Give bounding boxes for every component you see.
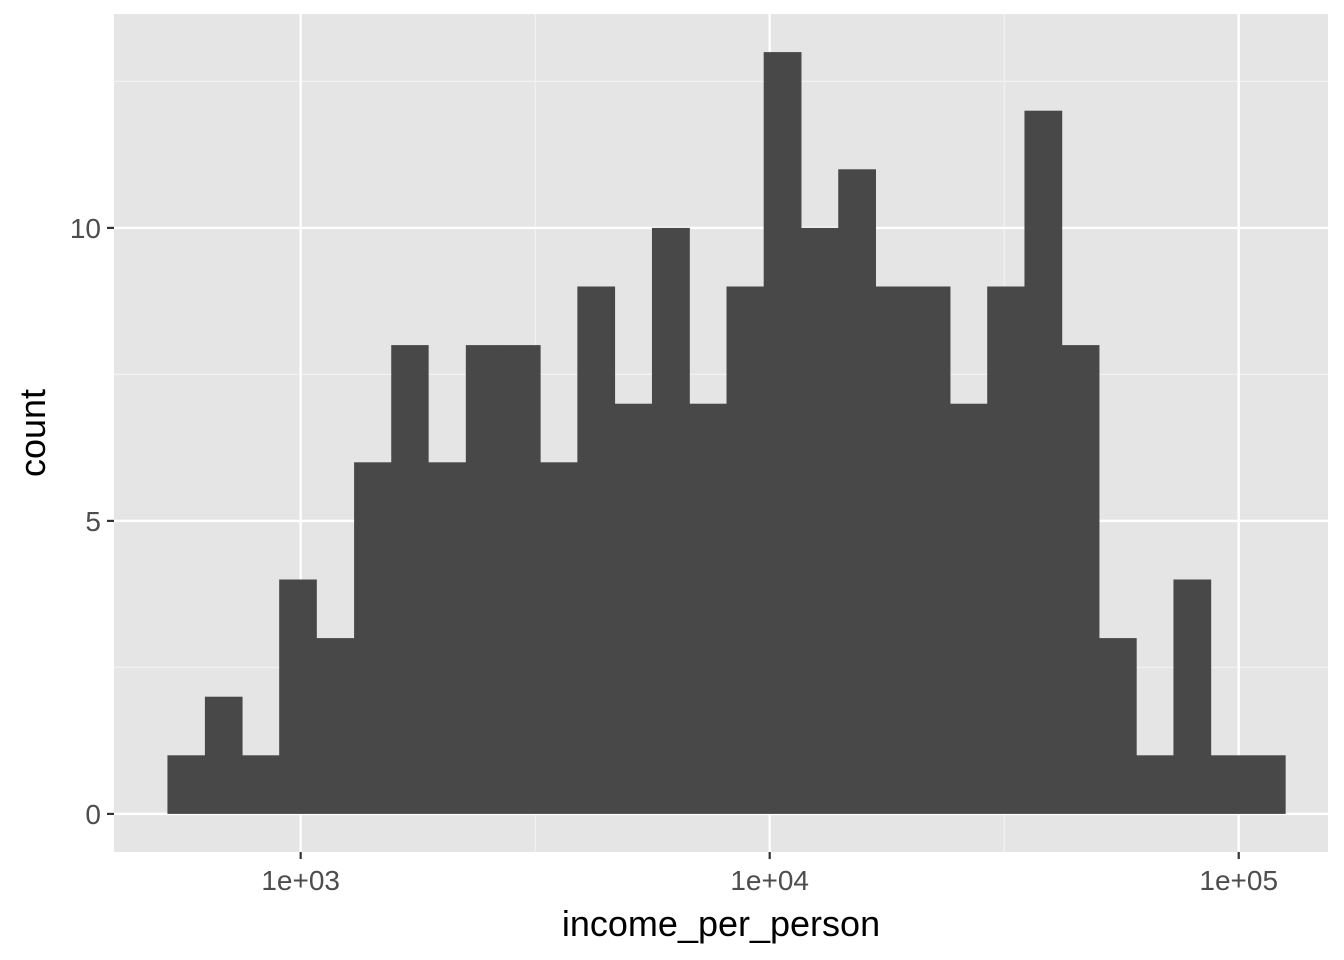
histogram-bar [540, 462, 578, 814]
y-tick-label: 5 [85, 506, 101, 537]
histogram-bar [763, 52, 802, 814]
histogram-bar [204, 696, 243, 814]
histogram-bar [1024, 110, 1063, 814]
x-axis: 1e+03 1e+04 1e+05 [261, 852, 1278, 896]
histogram-bar [167, 755, 206, 814]
histogram-bar [1247, 755, 1286, 814]
histogram-bar [391, 345, 429, 814]
histogram-bar [875, 286, 914, 814]
histogram-bar [912, 286, 951, 814]
histogram-bar [1136, 755, 1174, 814]
histogram-bar [354, 462, 392, 814]
histogram-bar [502, 345, 541, 814]
y-axis-title: count [12, 389, 53, 477]
histogram-bar [1061, 345, 1100, 814]
histogram-bar [577, 286, 616, 814]
x-axis-title: income_per_person [562, 903, 880, 944]
histogram-bar [987, 286, 1025, 814]
x-tick-label: 1e+04 [730, 865, 809, 896]
y-tick-label: 10 [70, 213, 101, 244]
histogram-bar [1098, 638, 1137, 814]
histogram-bar [726, 286, 765, 814]
histogram-bar [689, 403, 728, 814]
histogram-bar [949, 403, 988, 814]
histogram-bar [614, 403, 653, 814]
x-tick-label: 1e+03 [261, 865, 340, 896]
histogram-bar [1173, 579, 1212, 814]
y-tick-label: 0 [85, 799, 101, 830]
x-tick-label: 1e+05 [1199, 865, 1278, 896]
histogram-bar [242, 755, 280, 814]
histogram-bar [800, 227, 839, 814]
histogram-bar [838, 169, 876, 814]
histogram-bar [428, 462, 467, 814]
histogram-bar [316, 638, 355, 814]
histogram-bar [651, 227, 690, 814]
y-axis: 0 5 10 [70, 213, 114, 830]
histogram-bars [167, 52, 1286, 814]
histogram-bar [465, 345, 504, 814]
histogram-bar [1210, 755, 1249, 814]
histogram-bar [279, 579, 317, 814]
